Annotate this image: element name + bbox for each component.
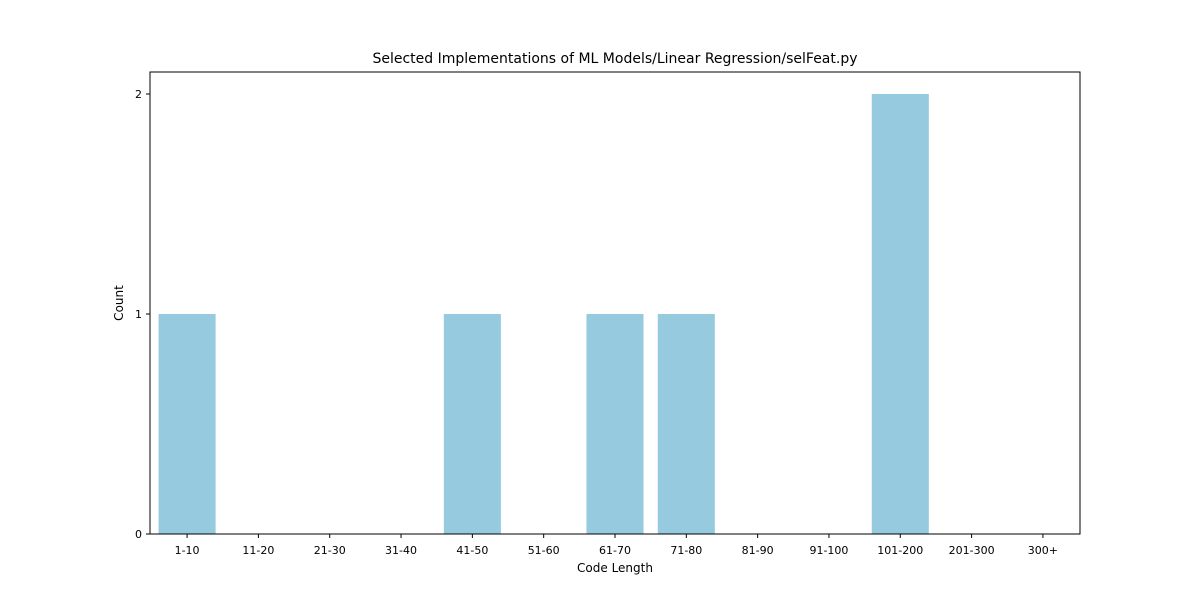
bars-layer [158, 94, 929, 534]
x-tick-label: 101-200 [877, 544, 923, 557]
x-tick-label: 61-70 [599, 544, 631, 557]
bar-1-10 [158, 314, 216, 534]
x-tick-label: 300+ [1028, 544, 1058, 557]
x-tick-label: 11-20 [242, 544, 274, 557]
x-tick-label: 81-90 [742, 544, 774, 557]
bar-101-200 [871, 94, 929, 534]
y-axis: 0 1 2 [135, 88, 150, 541]
x-tick-label: 31-40 [385, 544, 417, 557]
bar-41-50 [443, 314, 501, 534]
x-axis: 1-10 11-20 21-30 31-40 41-50 51-60 61-70 71-80 8… [175, 534, 1058, 557]
x-axis-label: Code Length [577, 561, 653, 575]
y-axis-label: Count [112, 285, 126, 321]
x-tick-label: 201-300 [949, 544, 995, 557]
x-tick-label: 41-50 [456, 544, 488, 557]
y-tick-label: 0 [135, 528, 142, 541]
x-tick-label: 91-100 [809, 544, 848, 557]
chart-title: Selected Implementations of ML Models/Li… [372, 51, 857, 67]
x-tick-label: 71-80 [670, 544, 702, 557]
bar-71-80 [657, 314, 715, 534]
y-tick-label: 2 [135, 88, 142, 101]
x-tick-label: 1-10 [175, 544, 200, 557]
y-tick-label: 1 [135, 308, 142, 321]
bar-61-70 [586, 314, 644, 534]
x-tick-label: 21-30 [314, 544, 346, 557]
x-tick-label: 51-60 [528, 544, 560, 557]
